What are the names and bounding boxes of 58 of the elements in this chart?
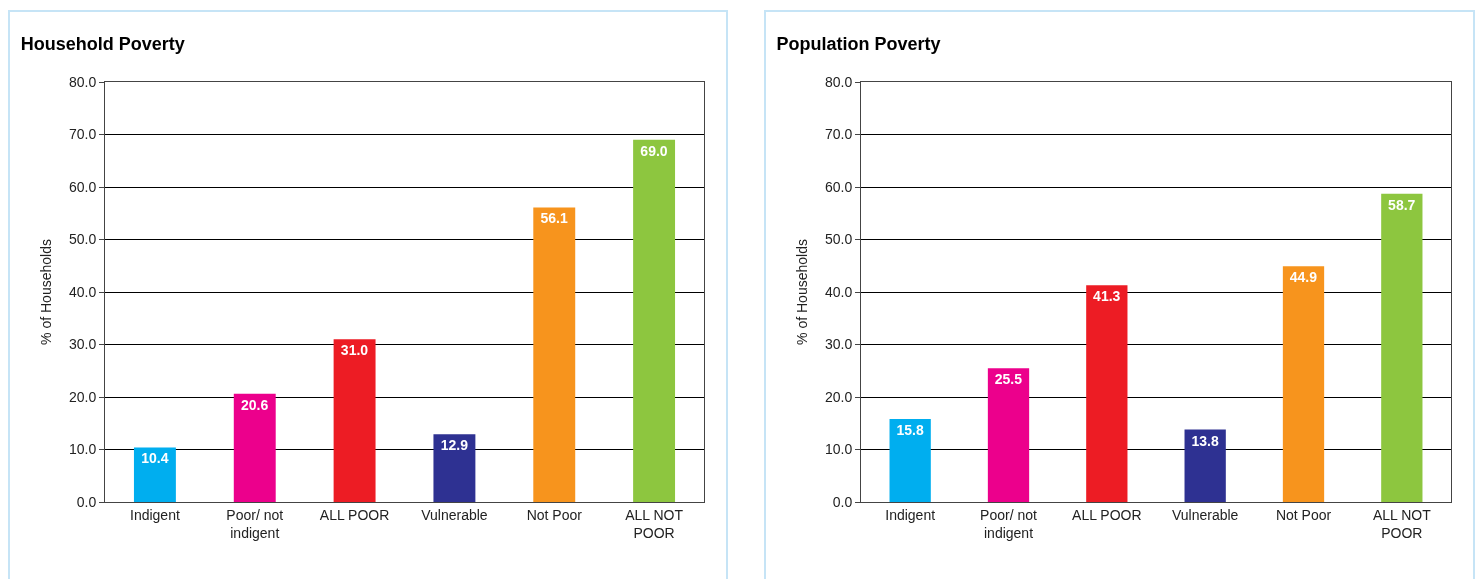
- y-tick-label: 80.0: [824, 73, 853, 90]
- data-label: 31.0: [340, 342, 369, 359]
- y-tick-label: 60.0: [824, 178, 853, 195]
- data-label: 44.9: [1289, 269, 1318, 286]
- y-tick-label: 80.0: [68, 73, 97, 90]
- y-tick-label: 50.0: [68, 231, 97, 248]
- bar: [333, 339, 376, 502]
- bar: [533, 207, 576, 502]
- data-label: 20.6: [241, 396, 269, 413]
- x-tick-label: Indigent: [885, 506, 936, 523]
- x-tick-label: Vulnerable: [1171, 506, 1239, 523]
- data-label: 58.7: [1388, 196, 1416, 213]
- data-label: 12.9: [440, 437, 469, 454]
- data-label: 25.5: [994, 371, 1023, 388]
- bar: [133, 447, 176, 502]
- x-tick-label: Not Poor: [526, 506, 583, 523]
- y-tick-label: 50.0: [824, 231, 853, 248]
- y-tick-label: 40.0: [68, 283, 97, 300]
- x-tick-label: Not Poor: [1275, 506, 1332, 523]
- x-tick-label: Indigent: [130, 506, 180, 523]
- y-tick-label: 20.0: [824, 388, 853, 405]
- y-tick-label: 10.0: [68, 441, 97, 458]
- y-tick-label: 10.0: [824, 441, 853, 458]
- x-tick-label: Poor/ not indigent: [980, 506, 1038, 541]
- data-label: 41.3: [1093, 288, 1121, 305]
- y-axis-title: % of Households: [793, 239, 810, 345]
- bar: [987, 368, 1030, 502]
- data-label: 56.1: [540, 210, 568, 227]
- bar: [233, 393, 276, 502]
- y-tick-label: 70.0: [824, 126, 853, 143]
- x-tick-label: ALL NOT POOR: [625, 506, 684, 541]
- x-tick-label: ALL POOR: [319, 506, 390, 523]
- y-tick-label: 0.0: [76, 493, 97, 510]
- y-tick-label: 20.0: [68, 388, 97, 405]
- data-label: 10.4: [141, 450, 169, 467]
- bar: [1282, 266, 1325, 502]
- x-tick-label: ALL NOT POOR: [1372, 506, 1432, 541]
- bar: [633, 139, 676, 502]
- bar: [1086, 285, 1128, 502]
- bar: [889, 419, 931, 502]
- y-tick-label: 30.0: [68, 336, 97, 353]
- x-tick-label: ALL POOR: [1072, 506, 1142, 523]
- y-tick-label: 70.0: [68, 126, 97, 143]
- x-tick-label: Poor/ not indigent: [226, 506, 284, 541]
- y-tick-label: 60.0: [68, 178, 97, 195]
- bar: [433, 434, 476, 502]
- y-axis-title: % of Households: [37, 239, 54, 345]
- chart-title: Population Poverty: [776, 34, 941, 55]
- x-tick-label: Vulnerable: [421, 506, 488, 523]
- y-tick-label: 0.0: [832, 493, 853, 510]
- chart-title: Household Poverty: [20, 34, 185, 55]
- y-tick-label: 30.0: [824, 336, 853, 353]
- y-tick-label: 40.0: [824, 283, 853, 300]
- bar: [1381, 193, 1423, 502]
- data-label: 69.0: [640, 142, 668, 159]
- data-label: 13.8: [1191, 432, 1219, 449]
- bar: [1184, 429, 1226, 502]
- data-label: 15.8: [896, 422, 924, 439]
